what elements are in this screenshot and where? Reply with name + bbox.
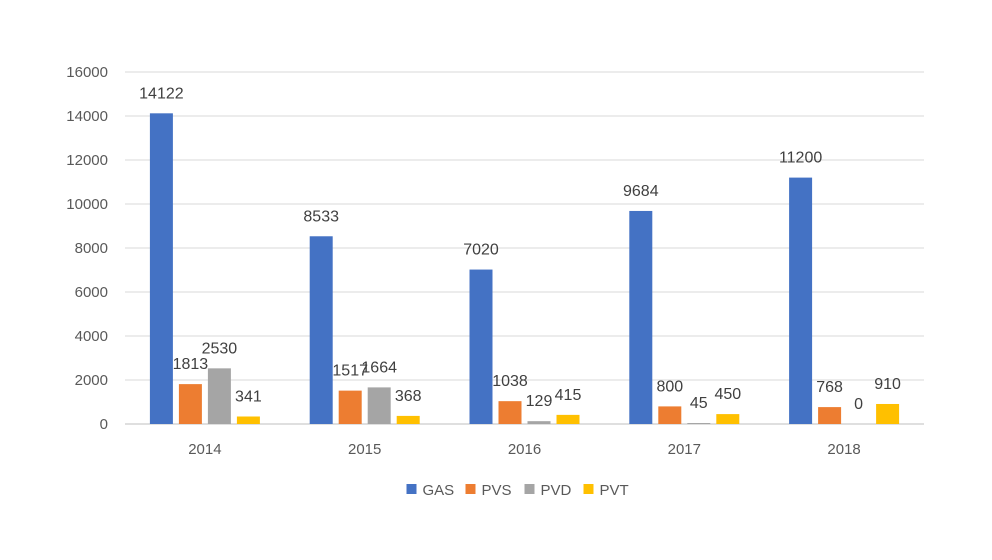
legend-swatch-pvt <box>583 484 594 494</box>
y-tick-label: 10000 <box>66 196 108 213</box>
bar-gas-2015 <box>309 236 333 424</box>
legend: GAS PVS PVD PVT <box>406 482 629 499</box>
x-tick-label: 2016 <box>508 441 541 458</box>
bar-pvs-2016 <box>498 401 522 424</box>
gridlines <box>125 71 924 425</box>
data-label-pvd-2018: 0 <box>854 396 863 413</box>
bar-pvt-2015 <box>396 415 420 424</box>
data-label-pvd-2014: 2530 <box>202 340 238 357</box>
data-label-pvt-2018: 910 <box>874 376 901 393</box>
data-label-pvt-2014: 341 <box>235 388 262 405</box>
x-tick-label: 2014 <box>188 441 221 458</box>
y-tick-label: 0 <box>100 416 108 433</box>
x-tick-label: 2018 <box>827 441 860 458</box>
y-tick-label: 16000 <box>66 64 108 81</box>
bar-pvt-2014 <box>236 416 260 424</box>
data-label-gas-2015: 8533 <box>303 208 339 225</box>
data-label-pvt-2016: 415 <box>555 387 582 404</box>
data-label-pvd-2017: 45 <box>690 395 708 412</box>
bar-gas-2017 <box>629 210 653 424</box>
legend-label-pvs: PVS <box>482 482 512 499</box>
bar-pvt-2016 <box>556 414 580 424</box>
data-label-pvt-2015: 368 <box>395 388 422 405</box>
data-label-gas-2016: 7020 <box>463 242 499 259</box>
data-label-pvt-2017: 450 <box>714 386 741 403</box>
bar-pvd-2016 <box>527 421 551 424</box>
data-label-gas-2018: 11200 <box>779 150 822 167</box>
bar-pvd-2017 <box>687 423 711 424</box>
y-tick-label: 4000 <box>75 328 108 345</box>
bar-pvs-2015 <box>338 390 362 424</box>
legend-swatch-pvd <box>524 484 535 494</box>
legend-label-gas: GAS <box>423 482 455 499</box>
bar-gas-2014 <box>149 113 173 424</box>
x-tick-label: 2017 <box>668 441 701 458</box>
data-label-pvs-2014: 1813 <box>173 356 209 373</box>
bar-pvd-2015 <box>367 387 391 424</box>
y-tick-label: 8000 <box>75 240 108 257</box>
y-tick-label: 14000 <box>66 108 108 125</box>
x-axis-ticks: 2014 2015 2016 2017 2018 <box>188 441 861 458</box>
legend-swatch-pvs <box>465 484 476 494</box>
y-tick-label: 6000 <box>75 284 108 301</box>
bar-pvs-2014 <box>178 384 202 424</box>
data-label-pvs-2018: 768 <box>816 379 843 396</box>
bar-pvt-2018 <box>876 403 900 424</box>
data-label-gas-2014: 14122 <box>139 85 184 102</box>
y-axis-ticks: 0 2000 4000 6000 8000 10000 12000 14000 16000 <box>66 64 108 433</box>
y-tick-label: 2000 <box>75 372 108 389</box>
data-label-pvs-2016: 1038 <box>492 373 528 390</box>
bar-gas-2016 <box>469 269 493 424</box>
data-label-gas-2017: 9684 <box>623 183 659 200</box>
data-label-pvs-2015: 1517 <box>332 363 368 380</box>
bar-gas-2018 <box>789 177 813 424</box>
y-tick-label: 12000 <box>66 152 108 169</box>
data-label-pvs-2017: 800 <box>656 378 683 395</box>
legend-label-pvt: PVT <box>600 482 629 499</box>
legend-label-pvd: PVD <box>541 482 572 499</box>
bar-pvs-2017 <box>658 406 682 424</box>
data-label-pvd-2015: 1664 <box>361 359 397 376</box>
bars <box>149 113 900 424</box>
x-tick-label: 2015 <box>348 441 381 458</box>
bar-pvt-2017 <box>716 414 740 424</box>
bar-pvs-2018 <box>818 407 842 424</box>
bar-pvd-2014 <box>207 368 231 424</box>
legend-swatch-gas <box>406 484 417 494</box>
data-label-pvd-2016: 129 <box>526 393 553 410</box>
